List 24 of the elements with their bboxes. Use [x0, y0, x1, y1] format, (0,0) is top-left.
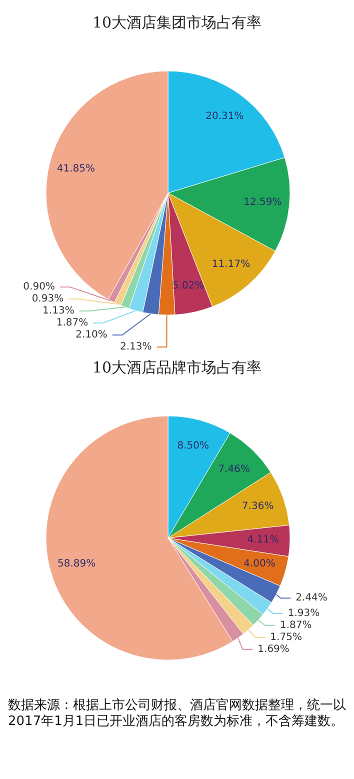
data-label: 1.93% [288, 608, 320, 619]
data-label: 7.46% [218, 464, 250, 476]
data-label: 20.31% [206, 111, 244, 122]
data-label: 1.87% [280, 620, 312, 631]
source-note: 数据来源：根据上市公司财报、酒店官网数据整理，统一以2017年1月1日已开业酒店的客房数为标准，不含筹建数。 [8, 698, 346, 730]
data-label: 8.50% [177, 440, 209, 452]
data-label: 1.13% [42, 306, 74, 316]
data-label: 58.89% [57, 558, 96, 570]
data-label: 0.93% [32, 294, 64, 304]
data-label: 1.75% [270, 632, 302, 643]
data-label: 11.17% [212, 258, 250, 270]
data-label: 1.87% [56, 318, 88, 328]
data-label: 2.44% [296, 592, 328, 604]
data-label: 2.13% [120, 342, 152, 352]
data-label: 0.90% [23, 282, 55, 292]
data-label: 7.36% [242, 501, 274, 512]
data-label: 12.59% [244, 197, 282, 208]
chart-title: 10大酒店品牌市场占有率 [92, 358, 262, 376]
chart-title: 10大酒店集团市场占有率 [92, 14, 262, 32]
data-label: 4.11% [247, 534, 280, 546]
data-label: 41.85% [56, 163, 96, 174]
data-label: 4.00% [244, 558, 276, 570]
data-label: 1.69% [258, 644, 290, 655]
data-label: 2.10% [76, 330, 108, 340]
